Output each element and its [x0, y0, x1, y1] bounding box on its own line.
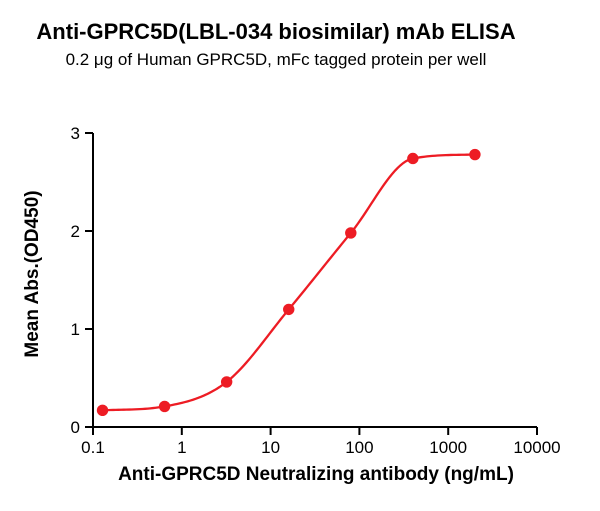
- y-tick-label: 0: [71, 418, 80, 437]
- data-point: [407, 152, 419, 165]
- y-tick-label: 1: [71, 320, 80, 339]
- y-tick-label: 3: [71, 124, 80, 143]
- chart-title: Anti-GPRC5D(LBL-034 biosimilar) mAb ELIS…: [36, 19, 516, 44]
- data-point: [96, 404, 109, 417]
- x-tick-label: 100: [345, 438, 373, 457]
- x-tick-label: 10: [261, 438, 280, 457]
- chart-subtitle: 0.2 μg of Human GPRC5D, mFc tagged prote…: [65, 50, 487, 69]
- fit-curve: [101, 153, 477, 412]
- axis-lines: [92, 133, 537, 428]
- data-point: [469, 148, 481, 161]
- x-tick-label: 10000: [513, 438, 560, 457]
- y-tick-label: 2: [71, 222, 80, 241]
- data-point: [345, 227, 357, 239]
- x-tick-label: 1000: [429, 438, 467, 457]
- data-points: [96, 148, 481, 417]
- x-axis-title: Anti-GPRC5D Neutralizing antibody (ng/mL…: [118, 464, 514, 485]
- fit-curve-path: [101, 153, 477, 412]
- x-tick-label: 0.1: [81, 438, 105, 457]
- axes: [92, 133, 537, 428]
- tick-labels: 0 1 2 3 0.1 1 10 100 1000 10000: [71, 124, 561, 457]
- data-point: [220, 376, 233, 388]
- y-axis-title: Mean Abs.(OD450): [22, 190, 43, 358]
- data-point: [283, 303, 295, 316]
- data-point: [158, 400, 171, 413]
- x-tick-label: 1: [177, 438, 186, 457]
